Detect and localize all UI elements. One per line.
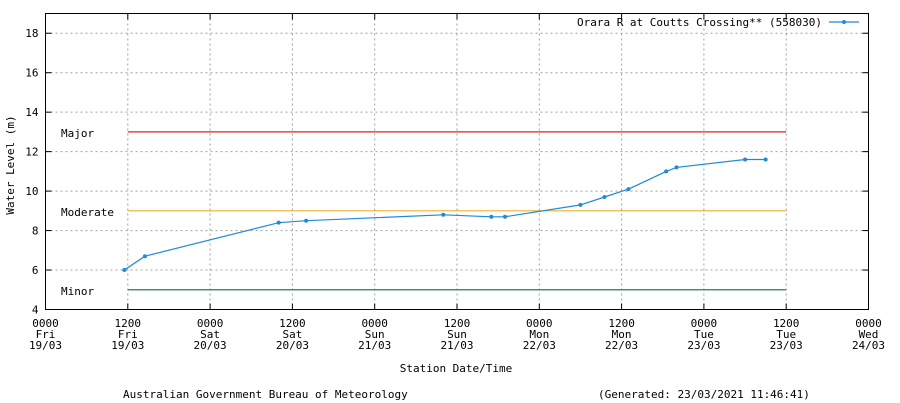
series-layer <box>122 157 768 273</box>
data-point <box>626 187 631 192</box>
y-tick-label: 10 <box>25 185 38 198</box>
x-tick-label: Tue <box>694 328 714 341</box>
axes: 46810121416180000Fri19/031200Fri19/03000… <box>25 13 885 352</box>
x-tick-label: 1200 <box>773 317 800 330</box>
y-tick-label: 18 <box>25 27 38 40</box>
data-point <box>763 157 768 162</box>
x-tick-label: 22/03 <box>605 339 638 352</box>
data-point <box>602 195 607 200</box>
y-tick-label: 14 <box>25 106 39 119</box>
x-tick-label: 0000 <box>855 317 882 330</box>
x-tick-label: 1200 <box>608 317 635 330</box>
x-tick-label: Sun <box>447 328 467 341</box>
legend-label: Orara R at Coutts Crossing** (558030) <box>577 16 822 29</box>
y-tick-label: 8 <box>32 225 39 238</box>
x-tick-label: 1200 <box>115 317 142 330</box>
data-point <box>578 202 583 207</box>
data-point <box>304 218 309 223</box>
x-tick-label: 0000 <box>197 317 224 330</box>
x-tick-label: 20/03 <box>194 339 227 352</box>
data-point <box>489 214 494 219</box>
x-axis-label: Station Date/Time <box>400 362 513 375</box>
x-tick-label: 23/03 <box>770 339 803 352</box>
y-axis-label: Water Level (m) <box>4 115 17 214</box>
data-point <box>441 212 446 217</box>
x-tick-label: 0000 <box>526 317 553 330</box>
y-tick-label: 6 <box>32 264 39 277</box>
x-tick-label: 23/03 <box>687 339 720 352</box>
threshold-label-minor: Minor <box>61 285 94 298</box>
data-point <box>664 169 669 174</box>
legend-marker <box>842 20 846 24</box>
x-tick-label: Sat <box>200 328 220 341</box>
threshold-label-major: Major <box>61 127 94 140</box>
x-tick-label: 21/03 <box>440 339 473 352</box>
x-tick-label: Wed <box>859 328 879 341</box>
x-tick-label: 20/03 <box>276 339 309 352</box>
x-tick-label: Sun <box>365 328 385 341</box>
grid-lines <box>45 13 869 310</box>
data-point <box>674 165 679 170</box>
y-tick-label: 12 <box>25 146 38 159</box>
x-tick-label: 1200 <box>444 317 471 330</box>
footer-generated: (Generated: 23/03/2021 11:46:41) <box>598 388 810 401</box>
y-tick-label: 16 <box>25 67 38 80</box>
x-tick-label: 0000 <box>691 317 718 330</box>
x-tick-label: Mon <box>612 328 632 341</box>
data-point <box>142 254 147 259</box>
x-tick-label: 24/03 <box>852 339 885 352</box>
x-tick-label: Fri <box>118 328 138 341</box>
x-tick-label: 21/03 <box>358 339 391 352</box>
x-tick-label: Sat <box>282 328 302 341</box>
x-tick-label: Tue <box>776 328 796 341</box>
data-point <box>743 157 748 162</box>
x-tick-label: 22/03 <box>523 339 556 352</box>
flood-thresholds: Major Moderate Minor <box>61 127 787 298</box>
legend: Orara R at Coutts Crossing** (558030) <box>577 16 859 29</box>
data-point <box>503 214 508 219</box>
x-tick-label: Mon <box>529 328 549 341</box>
data-point <box>122 268 127 273</box>
footer-agency: Australian Government Bureau of Meteorol… <box>123 388 408 401</box>
x-tick-label: Fri <box>36 328 56 341</box>
x-tick-label: 0000 <box>361 317 388 330</box>
x-tick-label: 19/03 <box>111 339 144 352</box>
x-tick-label: 0000 <box>32 317 59 330</box>
threshold-label-moderate: Moderate <box>61 206 114 219</box>
y-tick-label: 4 <box>32 304 39 317</box>
x-tick-label: 19/03 <box>29 339 62 352</box>
x-tick-label: 1200 <box>279 317 306 330</box>
data-point <box>276 220 281 225</box>
